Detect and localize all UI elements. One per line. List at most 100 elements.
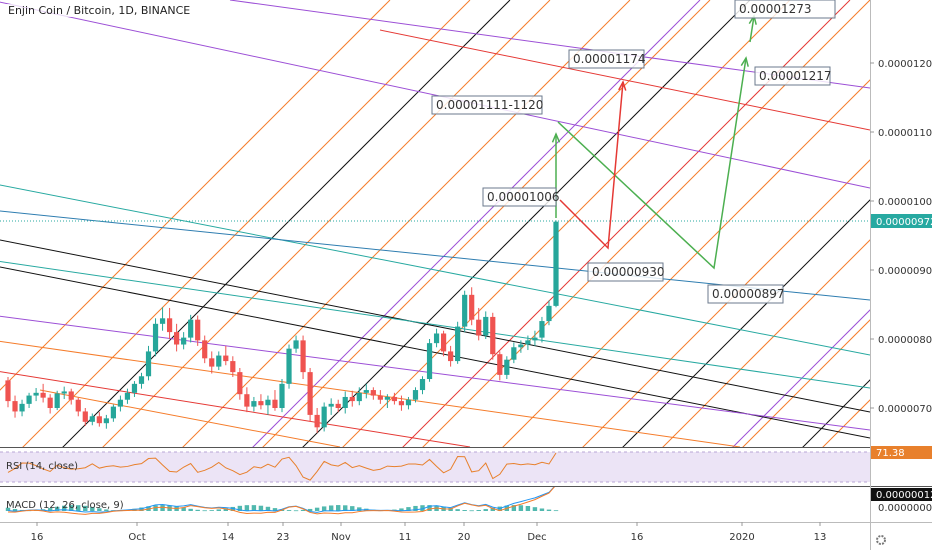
candle-body [476, 319, 482, 336]
candle [279, 379, 285, 413]
candle-body [440, 333, 447, 352]
candle-body [321, 406, 327, 428]
candle-body [419, 379, 426, 391]
macd-bar [139, 507, 144, 511]
time-tick-label: 16 [31, 532, 44, 543]
candle [405, 396, 412, 410]
candle [174, 323, 180, 352]
annotation-box [431, 95, 543, 115]
candle-body [293, 340, 299, 349]
red-arrow-path-head [618, 80, 627, 91]
macd-bar [47, 508, 53, 511]
candle-body [314, 414, 320, 428]
macd-bar [476, 509, 481, 511]
candle-body [279, 383, 285, 408]
time-tick-label: 11 [399, 532, 412, 543]
candle [462, 290, 468, 333]
candle [237, 367, 243, 400]
price-tick-label: 0.00000700 [878, 404, 932, 415]
macd-bar [300, 509, 306, 511]
candle [188, 314, 194, 343]
candle [110, 404, 116, 422]
macd-value-badge [871, 488, 932, 501]
candle [363, 383, 369, 399]
fib-line-up-7 [502, 79, 870, 447]
candle-body [131, 383, 138, 393]
fib-line-up-9 [662, 239, 870, 447]
candle [370, 387, 376, 400]
candle-body [455, 326, 461, 362]
settings-gear-icon[interactable] [876, 535, 886, 545]
candle [412, 387, 419, 403]
candle [469, 287, 475, 326]
candle-body [300, 340, 306, 373]
candle-body [5, 380, 11, 402]
rsi-band [0, 452, 870, 482]
macd-bar [357, 507, 362, 511]
time-axis[interactable]: 16 Oct 14 23 Nov 11 20 Dec 16 2020 13 [31, 522, 827, 543]
rsi-value-badge [871, 446, 932, 459]
candle [553, 220, 559, 308]
candle [391, 392, 398, 405]
candle [12, 395, 18, 418]
green-arrow-up-1-head [551, 132, 561, 143]
candle-body [40, 392, 46, 398]
candle [195, 315, 201, 346]
macd-bar [511, 505, 517, 511]
candle-body [124, 392, 131, 400]
last-price-badge [871, 214, 932, 228]
candle-body [539, 321, 545, 338]
candle-body [349, 396, 355, 402]
time-tick-label: Nov [331, 532, 351, 543]
candle [490, 312, 496, 360]
time-tick-label: Oct [128, 532, 145, 543]
candle-body [82, 411, 88, 422]
candle-body [335, 403, 341, 408]
macd-label: MACD (12, 26, close, 9) [6, 500, 124, 511]
macd-bar [153, 505, 158, 511]
candle-body [462, 294, 468, 327]
candle [223, 345, 229, 366]
candle [138, 372, 145, 389]
rsi-pane[interactable]: RSI (14, close) 71.38 [0, 446, 932, 483]
channel-line-down-11 [39, 389, 341, 447]
candle-body [497, 354, 503, 375]
candle-body [483, 316, 489, 336]
time-tick-label: 20 [458, 532, 471, 543]
candle-body [54, 393, 60, 408]
candle [384, 394, 390, 408]
macd-bar [223, 508, 228, 511]
macd-pane[interactable]: MACD (12, 26, close, 9) 0.00000012 0.000… [5, 485, 932, 515]
annotation-0: 0.00001273 [734, 0, 836, 19]
candle-body [89, 416, 95, 422]
candle [117, 395, 124, 412]
macd-signal-line [7, 487, 555, 515]
macd-bar [83, 505, 88, 511]
time-tick-label: 13 [814, 532, 827, 543]
annotation-box [587, 262, 664, 282]
channel-line-down-1 [0, 184, 870, 356]
candle-body [61, 391, 67, 394]
candle-body [174, 332, 180, 345]
candle [433, 328, 440, 348]
annotation-box [482, 187, 557, 207]
candle [230, 356, 236, 377]
macd-bar [462, 510, 467, 511]
macd-bar [286, 510, 292, 511]
candle [455, 321, 461, 364]
fib-line-up-16 [302, 0, 751, 447]
candle [377, 390, 383, 404]
fib-line-up-0 [0, 0, 391, 391]
macd-bar [321, 506, 327, 511]
macd-bar [518, 505, 524, 511]
green-arrow-path [557, 56, 749, 270]
candle [483, 311, 489, 339]
candle [202, 335, 208, 364]
candle-body [202, 340, 208, 359]
fib-line-up-3 [182, 0, 631, 447]
